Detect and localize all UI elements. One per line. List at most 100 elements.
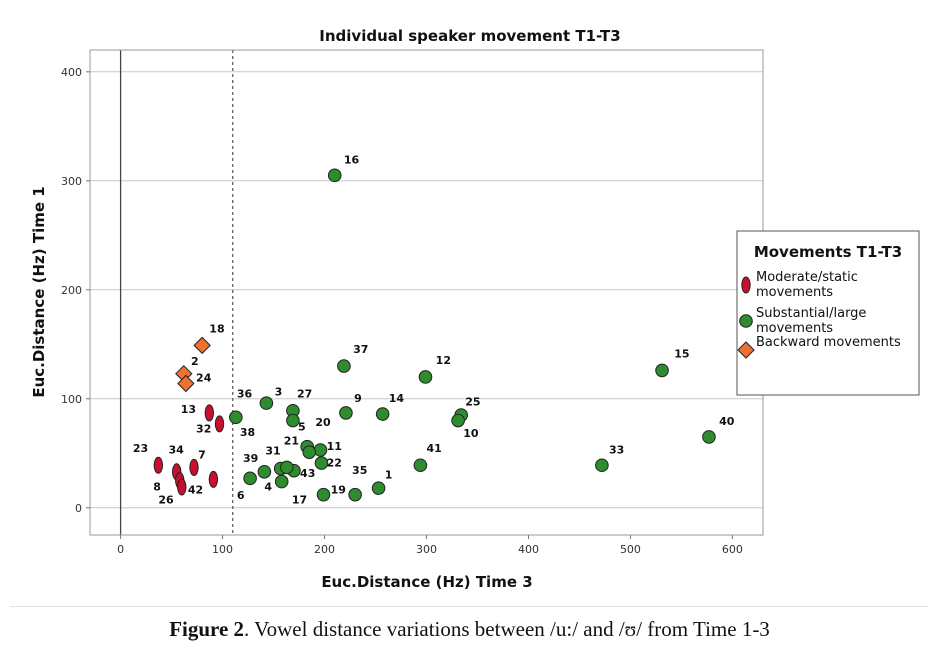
substantial-movement-point (259, 396, 274, 410)
substantial-movement-point (337, 359, 351, 373)
x-tick-label: 0 (117, 543, 124, 556)
backward-movement-point (193, 336, 211, 355)
substantial-movement-point (595, 458, 609, 473)
substantial-movement-point (274, 474, 289, 489)
substantial-movement-point (702, 430, 716, 444)
moderate-movement-point (189, 458, 199, 476)
point-label: 22 (327, 456, 342, 469)
x-tick-label: 300 (416, 543, 437, 556)
point-label: 5 (298, 420, 306, 433)
point-label: 10 (463, 427, 479, 440)
moderate-movement-point (214, 415, 225, 433)
substantial-movement-point (418, 370, 433, 384)
backward-legend-swatch (737, 341, 755, 359)
point-label: 41 (427, 442, 442, 455)
substantial-movement-point (339, 406, 353, 420)
x-tick-label: 400 (518, 543, 539, 556)
chart-title: Individual speaker movement T1-T3 (319, 27, 620, 45)
legend-title: Movements T1-T3 (754, 243, 902, 261)
y-tick-label: 0 (75, 502, 82, 515)
substantial-movement-point (316, 487, 331, 502)
y-tick-label: 400 (61, 66, 82, 79)
legend-label: Substantial/large (756, 306, 866, 321)
point-label: 25 (465, 395, 480, 408)
x-tick-label: 600 (722, 543, 743, 556)
x-axis-title: Euc.Distance (Hz) Time 3 (321, 573, 532, 591)
point-label: 12 (436, 354, 451, 367)
caption-prefix: Figure 2 (169, 617, 245, 641)
substantial-movement-point (451, 413, 465, 428)
legend-box (736, 230, 920, 396)
point-label: 16 (344, 153, 360, 166)
moderate-movement-point (177, 478, 187, 496)
substantial-movement-point (229, 410, 243, 425)
point-label: 20 (315, 416, 331, 429)
data-points (153, 168, 716, 502)
point-label: 21 (284, 435, 299, 448)
point-label: 7 (198, 449, 206, 462)
x-tick-label: 500 (620, 543, 641, 556)
point-label: 27 (297, 388, 312, 401)
legend-label: Backward movements (756, 335, 901, 350)
point-label: 31 (265, 444, 280, 457)
y-tick-label: 100 (61, 393, 82, 406)
caption-separator (10, 606, 929, 607)
y-tick-label: 300 (61, 175, 82, 188)
gridlines (90, 71, 763, 509)
point-label: 26 (158, 493, 174, 506)
substantial-movement-point (655, 363, 669, 378)
y-tick-label: 200 (61, 284, 82, 297)
point-label: 4 (264, 480, 272, 493)
legend-label: Moderate/static (756, 270, 858, 285)
point-label: 42 (188, 484, 203, 497)
substantial-movement-point (313, 443, 328, 457)
backward-movement-point (177, 374, 195, 393)
x-tick-label: 200 (314, 543, 335, 556)
point-label: 2 (191, 355, 199, 368)
point-label: 34 (169, 443, 185, 456)
substantial-movement-point (280, 460, 294, 475)
legend: Movements T1-T3 Moderate/staticmovements… (736, 230, 920, 396)
point-label: 18 (209, 322, 224, 335)
point-label: 24 (196, 371, 212, 384)
point-label: 1 (385, 468, 393, 481)
legend-label: movements (756, 321, 833, 336)
point-label: 13 (181, 403, 196, 416)
substantial-movement-point (413, 458, 428, 473)
point-label: 35 (352, 464, 367, 477)
substantial-legend-swatch (739, 314, 753, 328)
substantial-movement-point (327, 168, 342, 183)
point-label: 11 (327, 440, 342, 453)
point-label: 36 (237, 388, 253, 401)
moderate-movement-point (153, 456, 164, 474)
point-label: 6 (237, 489, 245, 502)
point-label: 40 (719, 415, 735, 428)
point-label: 3 (275, 385, 283, 398)
point-label: 9 (354, 392, 362, 405)
point-label: 39 (243, 452, 258, 465)
point-label: 15 (674, 347, 689, 360)
tick-labels: 0 100 200 300 400 0 100 200 300 400 500 600 (61, 66, 743, 556)
substantial-movement-point (243, 471, 257, 486)
point-label: 17 (292, 493, 307, 506)
legend-items: Moderate/staticmovementsSubstantial/larg… (737, 270, 901, 359)
point-label: 8 (153, 480, 161, 493)
reference-lines (119, 50, 234, 535)
point-label: 14 (389, 392, 405, 405)
substantial-movement-point (375, 407, 390, 421)
substantial-movement-point (371, 481, 386, 495)
moderate-movement-point (208, 470, 219, 488)
y-axis-title: Euc.Distance (Hz) Time 1 (30, 186, 48, 397)
moderate-legend-swatch (741, 276, 751, 294)
x-tick-label: 100 (212, 543, 233, 556)
plot-area (90, 50, 763, 535)
point-label: 23 (133, 442, 148, 455)
substantial-movement-point (314, 456, 329, 470)
point-label: 33 (609, 443, 624, 456)
caption-text: . Vowel distance variations between /u:/… (244, 617, 770, 641)
substantial-movement-point (257, 464, 272, 479)
legend-label: movements (756, 285, 833, 300)
point-label: 32 (196, 423, 211, 436)
figure-caption: Figure 2. Vowel distance variations betw… (0, 617, 939, 642)
